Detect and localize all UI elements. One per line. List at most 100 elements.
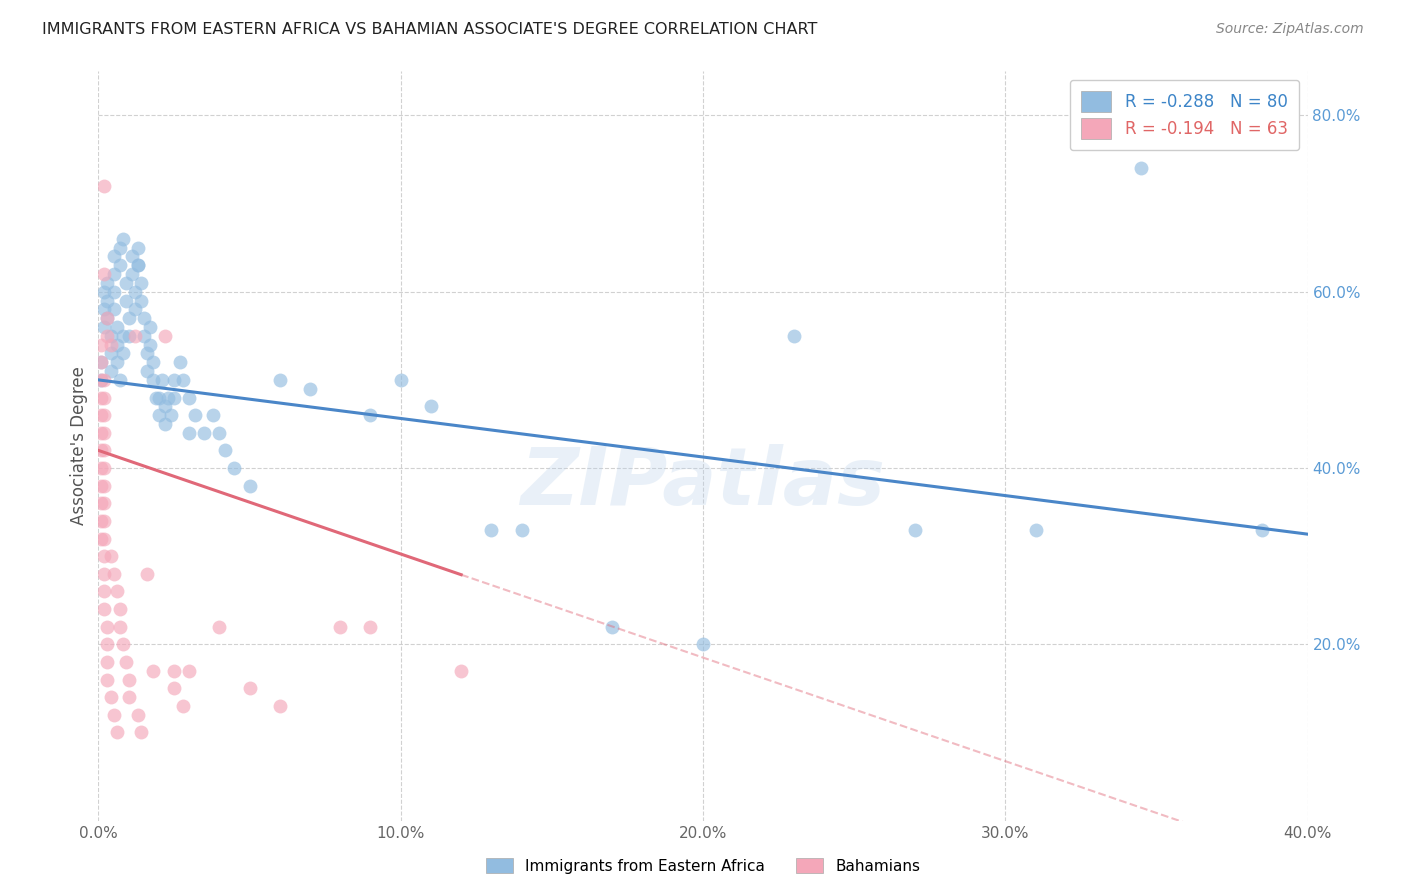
Point [100, 346, 122, 360]
Point [1024, 523, 1046, 537]
Point [96, 637, 118, 651]
Point [1130, 161, 1153, 176]
Point [93, 549, 115, 564]
Point [105, 337, 128, 351]
Point [103, 566, 125, 581]
Point [90, 373, 112, 387]
Point [202, 408, 225, 422]
Point [93, 461, 115, 475]
Point [90, 391, 112, 405]
Point [108, 602, 131, 616]
Point [90, 355, 112, 369]
Point [214, 443, 236, 458]
Point [121, 267, 143, 281]
Point [93, 425, 115, 440]
Point [1251, 523, 1274, 537]
Point [124, 302, 146, 317]
Point [124, 328, 146, 343]
Point [105, 725, 128, 739]
Point [127, 258, 149, 272]
Point [100, 690, 122, 705]
Point [118, 690, 141, 705]
Point [93, 566, 115, 581]
Point [105, 320, 128, 334]
Point [108, 620, 131, 634]
Point [93, 391, 115, 405]
Point [90, 443, 112, 458]
Point [93, 373, 115, 387]
Point [129, 293, 152, 308]
Point [160, 408, 183, 422]
Point [93, 408, 115, 422]
Point [148, 408, 170, 422]
Point [93, 320, 115, 334]
Point [132, 328, 155, 343]
Point [96, 276, 118, 290]
Point [129, 725, 152, 739]
Point [135, 364, 157, 378]
Point [96, 328, 118, 343]
Point [93, 443, 115, 458]
Point [111, 637, 134, 651]
Point [148, 391, 170, 405]
Point [142, 373, 165, 387]
Point [100, 549, 122, 564]
Point [150, 373, 173, 387]
Text: Source: ZipAtlas.com: Source: ZipAtlas.com [1216, 22, 1364, 37]
Point [111, 232, 134, 246]
Point [172, 373, 194, 387]
Point [103, 250, 125, 264]
Point [93, 302, 115, 317]
Point [96, 620, 118, 634]
Point [100, 328, 122, 343]
Point [450, 664, 472, 678]
Point [90, 514, 112, 528]
Point [179, 391, 201, 405]
Point [139, 337, 162, 351]
Point [153, 400, 176, 414]
Point [208, 620, 231, 634]
Point [269, 373, 291, 387]
Point [93, 532, 115, 546]
Point [93, 285, 115, 299]
Point [90, 425, 112, 440]
Point [510, 523, 533, 537]
Point [90, 532, 112, 546]
Point [111, 328, 134, 343]
Text: IMMIGRANTS FROM EASTERN AFRICA VS BAHAMIAN ASSOCIATE'S DEGREE CORRELATION CHART: IMMIGRANTS FROM EASTERN AFRICA VS BAHAMI… [42, 22, 817, 37]
Point [108, 241, 131, 255]
Point [103, 707, 125, 722]
Point [105, 584, 128, 599]
Point [127, 241, 149, 255]
Point [224, 461, 246, 475]
Point [93, 514, 115, 528]
Point [93, 496, 115, 510]
Point [139, 320, 162, 334]
Point [127, 258, 149, 272]
Point [299, 382, 322, 396]
Point [163, 681, 186, 696]
Point [90, 408, 112, 422]
Point [90, 355, 112, 369]
Text: ZIPatlas: ZIPatlas [520, 444, 886, 523]
Point [93, 178, 115, 193]
Point [103, 267, 125, 281]
Point [179, 425, 201, 440]
Point [93, 584, 115, 599]
Point [105, 355, 128, 369]
Point [153, 328, 176, 343]
Point [184, 408, 207, 422]
Point [208, 425, 231, 440]
Point [132, 311, 155, 326]
Point [108, 373, 131, 387]
Point [127, 707, 149, 722]
Point [142, 355, 165, 369]
Legend: Immigrants from Eastern Africa, Bahamians: Immigrants from Eastern Africa, Bahamian… [479, 852, 927, 880]
Point [172, 699, 194, 714]
Point [90, 496, 112, 510]
Point [118, 673, 141, 687]
Point [169, 355, 191, 369]
Point [163, 664, 186, 678]
Point [103, 302, 125, 317]
Point [93, 602, 115, 616]
